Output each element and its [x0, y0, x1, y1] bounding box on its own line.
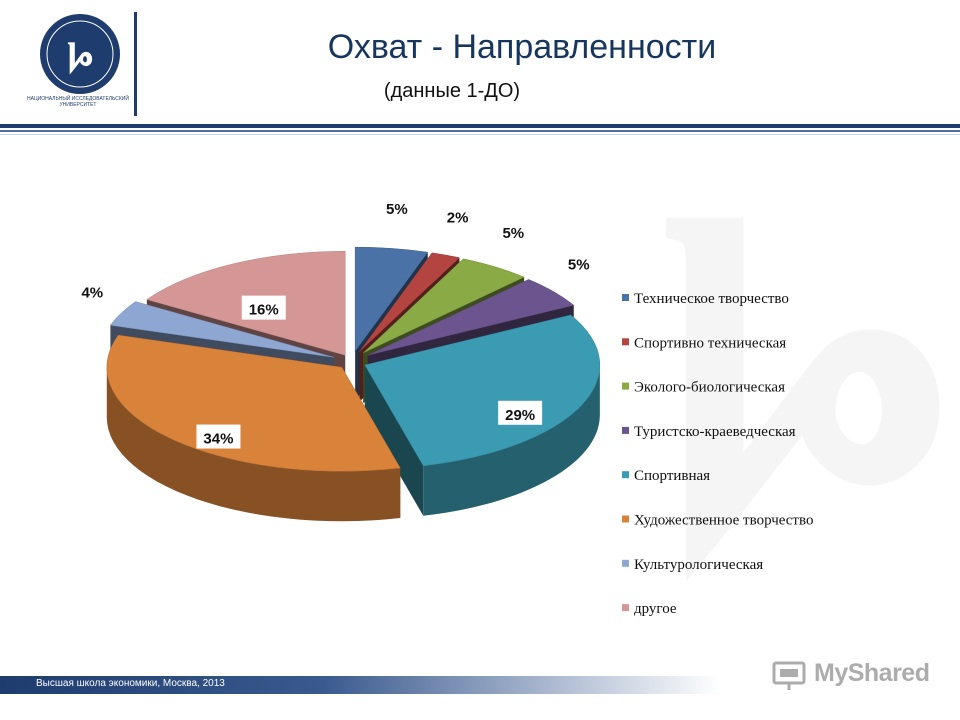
legend-entry: другое	[634, 601, 677, 617]
legend-swatch	[622, 382, 629, 390]
footer-text: Высшая школа экономики, Москва, 2013	[36, 678, 225, 689]
data-label: 4%	[81, 285, 103, 302]
pie-slice	[364, 314, 601, 467]
pie-slice-wall	[364, 365, 424, 516]
pie-slice	[109, 301, 334, 358]
pie-slice-group	[364, 314, 601, 516]
legend-entry: Спортивно техническая	[634, 335, 786, 351]
logo-subtext: НАЦИОНАЛЬНЫЙ ИССЛЕДОВАТЕЛЬСКИЙ УНИВЕРСИТ…	[27, 96, 129, 108]
legend-entry: Художественное творчество	[634, 513, 813, 529]
legend-swatch	[622, 294, 629, 301]
header-band	[0, 124, 960, 136]
legend-swatch	[622, 559, 629, 567]
pie-slice	[363, 258, 525, 354]
data-label: 2%	[447, 209, 469, 226]
pie-slice-side	[106, 367, 401, 522]
legend-entry: Техническое творчество	[634, 291, 789, 307]
legend-swatch	[622, 471, 629, 479]
data-label: 29%	[505, 407, 535, 424]
pie-slice	[359, 252, 460, 352]
pie-slice	[106, 334, 401, 472]
brand-text: MyShared	[814, 659, 930, 687]
pie-chart: 5% 2% 5% 5% 29% 34% 4% 16% Техническое творчест…	[81, 201, 813, 617]
legend-swatch	[622, 515, 629, 523]
pie-slice-group	[106, 334, 401, 522]
data-label: 5%	[568, 257, 590, 274]
legend-swatch	[622, 604, 629, 612]
presentation-icon	[772, 661, 806, 690]
data-label-box	[241, 295, 286, 320]
pie-slice	[367, 279, 575, 356]
data-label-box	[498, 400, 543, 425]
legend-entry: Культурологическая	[634, 557, 763, 573]
data-label: 5%	[386, 201, 408, 218]
slide-subtitle: (данные 1-ДО)	[383, 80, 521, 102]
data-label: 5%	[502, 225, 524, 242]
pie-slice	[354, 246, 429, 352]
data-label: 16%	[249, 302, 279, 319]
footer-bar: Высшая школа экономики, Москва, 2013	[0, 676, 720, 694]
slide-header: Ⱈ НАЦИОНАЛЬНЫЙ ИССЛЕДОВАТЕЛЬСКИЙ УНИВЕРС…	[0, 0, 960, 126]
pie-slice-side	[423, 365, 600, 516]
legend-entry: Туристско-краеведческая	[634, 424, 796, 440]
legend-entry: Эколого-биологическая	[634, 380, 785, 396]
slide-title: Охват - Направленности	[327, 28, 717, 66]
header-divider	[134, 12, 137, 116]
legend-entry: Спортивная	[634, 468, 710, 484]
data-label-box	[196, 424, 241, 449]
hse-logo: Ⱈ	[40, 14, 120, 94]
data-label: 34%	[203, 431, 233, 448]
logo-monogram: Ⱈ	[67, 35, 93, 77]
brand-watermark: MyShared	[770, 657, 940, 693]
legend-swatch	[622, 426, 629, 434]
legend-swatch	[622, 338, 629, 346]
